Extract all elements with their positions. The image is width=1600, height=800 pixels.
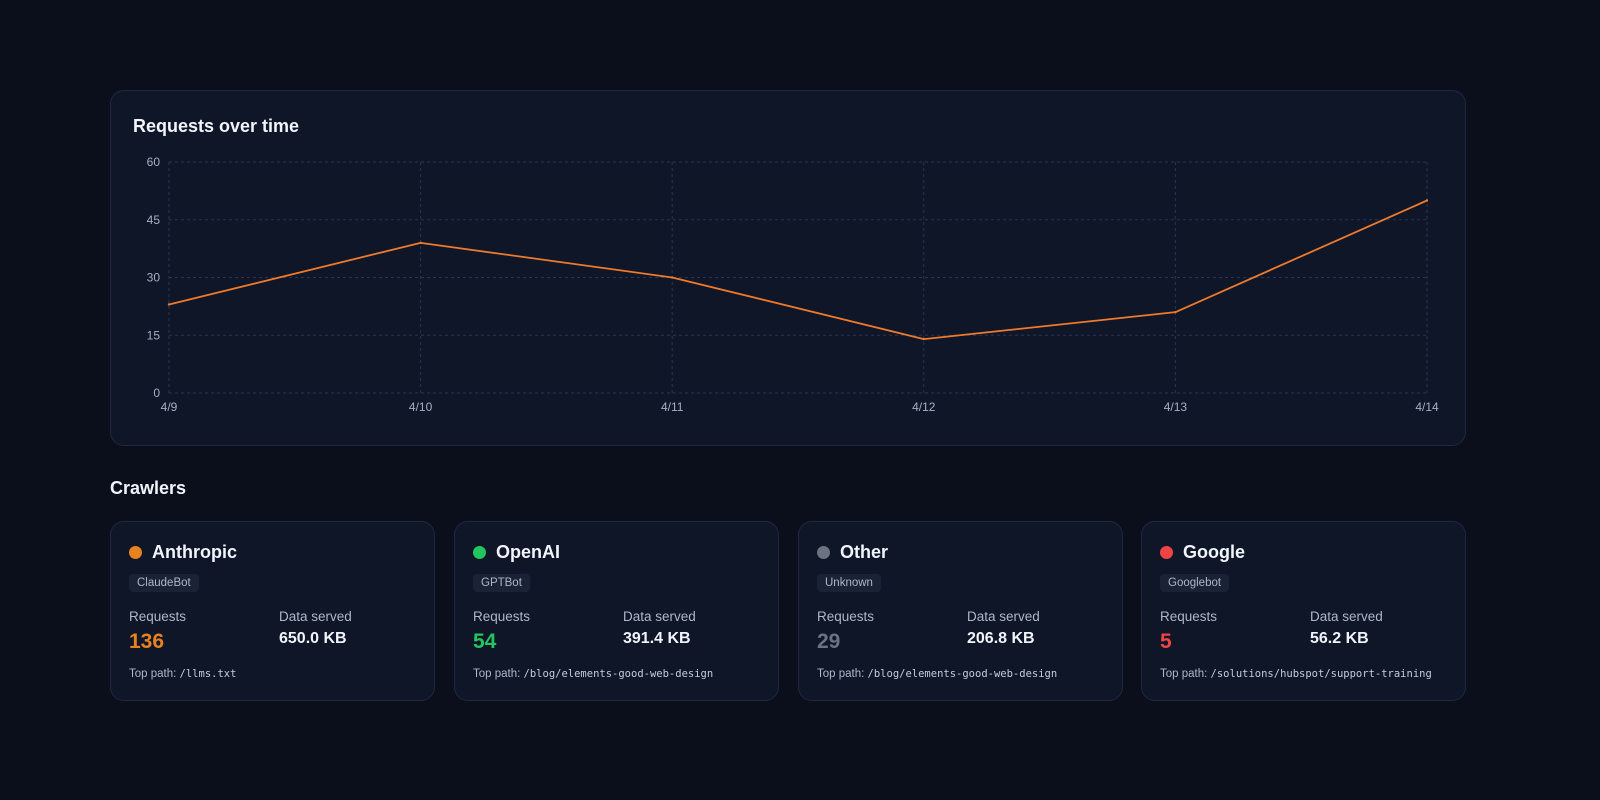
- data-served-value: 206.8 KB: [967, 630, 1035, 647]
- crawler-card-other[interactable]: Other Unknown Requests Data served 29 20…: [798, 521, 1123, 701]
- y-tick-label: 60: [147, 155, 161, 169]
- data-point: [1425, 199, 1429, 202]
- y-tick-label: 15: [147, 328, 161, 342]
- x-tick-label: 4/9: [161, 400, 178, 414]
- top-path: Top path: /blog/elements-good-web-design: [817, 668, 1112, 680]
- status-dot-icon: [817, 546, 830, 559]
- status-dot-icon: [129, 546, 142, 559]
- crawlers-section-title: Crawlers: [110, 478, 187, 498]
- series-line: [168, 199, 1428, 341]
- crawler-header: Google: [1160, 542, 1245, 563]
- data-point: [167, 303, 171, 306]
- requests-label: Requests: [1160, 609, 1218, 624]
- status-dot-icon: [1160, 546, 1173, 559]
- top-path-label: Top path:: [817, 668, 865, 680]
- crawler-header: Anthropic: [129, 542, 237, 563]
- data-point: [671, 276, 674, 279]
- top-path-value: /blog/elements-good-web-design: [523, 668, 714, 680]
- data-point: [1174, 310, 1177, 314]
- x-tick-label: 4/12: [912, 400, 936, 414]
- x-tick-label: 4/14: [1415, 400, 1439, 414]
- crawler-header: Other: [817, 542, 888, 563]
- crawler-name: Other: [840, 542, 889, 562]
- requests-value: 29: [817, 630, 841, 653]
- requests-chart-card: Requests over time 0 15 30 45 60 4/9 4/10 4/11 4…: [110, 90, 1466, 446]
- bot-badge: Unknown: [817, 574, 881, 592]
- crawler-cards: Anthropic ClaudeBot Requests Data served…: [110, 521, 1466, 701]
- crawler-name: OpenAI: [496, 542, 561, 562]
- crawler-card-openai[interactable]: OpenAI GPTBot Requests Data served 54 39…: [454, 521, 779, 701]
- top-path-label: Top path:: [473, 668, 521, 680]
- chart-title: Requests over time: [133, 116, 300, 136]
- data-served-label: Data served: [623, 609, 696, 624]
- x-tick-label: 4/13: [1164, 400, 1188, 414]
- crawler-card-anthropic[interactable]: Anthropic ClaudeBot Requests Data served…: [110, 521, 435, 701]
- top-path: Top path: /llms.txt: [129, 668, 424, 680]
- data-point: [922, 337, 925, 341]
- requests-label: Requests: [817, 609, 875, 624]
- requests-value: 136: [129, 630, 165, 653]
- requests-value: 54: [473, 630, 497, 653]
- top-path-label: Top path:: [129, 668, 177, 680]
- data-served-label: Data served: [279, 609, 352, 624]
- top-path: Top path: /blog/elements-good-web-design: [473, 668, 768, 680]
- bot-badge: Googlebot: [1160, 574, 1230, 592]
- y-tick-label: 45: [147, 213, 161, 227]
- data-served-label: Data served: [1310, 609, 1383, 624]
- requests-line-chart: 0 15 30 45 60 4/9 4/10 4/11 4/12 4/13 4/14: [147, 155, 1439, 414]
- crawler-header: OpenAI: [473, 542, 560, 563]
- data-served-value: 650.0 KB: [279, 630, 347, 647]
- x-tick-label: 4/10: [409, 400, 433, 414]
- bot-badge: ClaudeBot: [129, 574, 199, 592]
- requests-label: Requests: [129, 609, 187, 624]
- y-tick-label: 30: [147, 271, 161, 285]
- crawler-name: Anthropic: [152, 542, 237, 562]
- top-path: Top path: /solutions/hubspot/support-tra…: [1160, 668, 1455, 680]
- y-tick-label: 0: [153, 386, 160, 400]
- top-path-value: /blog/elements-good-web-design: [867, 668, 1058, 680]
- top-path-label: Top path:: [1160, 668, 1208, 680]
- status-dot-icon: [473, 546, 486, 559]
- crawler-card-google[interactable]: Google Googlebot Requests Data served 5 …: [1141, 521, 1466, 701]
- data-point: [419, 241, 422, 245]
- data-served-value: 56.2 KB: [1310, 630, 1369, 647]
- requests-label: Requests: [473, 609, 531, 624]
- crawler-name: Google: [1183, 542, 1245, 562]
- top-path-value: /solutions/hubspot/support-training: [1210, 668, 1432, 680]
- top-path-value: /llms.txt: [179, 668, 237, 680]
- bot-badge: GPTBot: [473, 574, 530, 592]
- data-served-label: Data served: [967, 609, 1040, 624]
- requests-value: 5: [1160, 630, 1172, 653]
- data-served-value: 391.4 KB: [623, 630, 691, 647]
- x-tick-label: 4/11: [661, 400, 684, 414]
